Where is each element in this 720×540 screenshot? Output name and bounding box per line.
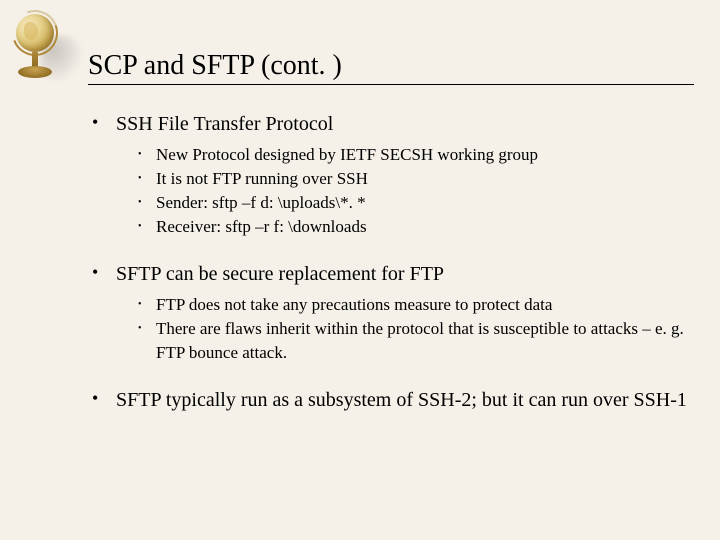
sub-bullet-list: New Protocol designed by IETF SECSH work… — [116, 143, 696, 239]
title-underline — [88, 84, 694, 85]
sub-bullet-item: FTP does not take any precautions measur… — [116, 293, 696, 317]
bullet-text: SFTP typically run as a subsystem of SSH… — [116, 387, 696, 413]
globe-decoration — [6, 8, 66, 96]
bullet-list: SSH File Transfer Protocol New Protocol … — [88, 111, 696, 413]
bullet-item: SSH File Transfer Protocol New Protocol … — [88, 111, 696, 239]
bullet-text: SFTP can be secure replacement for FTP — [116, 261, 696, 287]
globe-base — [18, 66, 52, 78]
slide-title: SCP and SFTP (cont. ) — [88, 50, 696, 82]
sub-bullet-item: It is not FTP running over SSH — [116, 167, 696, 191]
sub-bullet-item: There are flaws inherit within the proto… — [116, 317, 696, 365]
sub-bullet-item: New Protocol designed by IETF SECSH work… — [116, 143, 696, 167]
bullet-item: SFTP can be secure replacement for FTP F… — [88, 261, 696, 365]
sub-bullet-list: FTP does not take any precautions measur… — [116, 293, 696, 365]
sub-bullet-item: Sender: sftp –f d: \uploads\*. * — [116, 191, 696, 215]
sub-bullet-item: Receiver: sftp –r f: \downloads — [116, 215, 696, 239]
slide-content: SCP and SFTP (cont. ) SSH File Transfer … — [88, 50, 696, 435]
bullet-text: SSH File Transfer Protocol — [116, 111, 696, 137]
bullet-item: SFTP typically run as a subsystem of SSH… — [88, 387, 696, 413]
